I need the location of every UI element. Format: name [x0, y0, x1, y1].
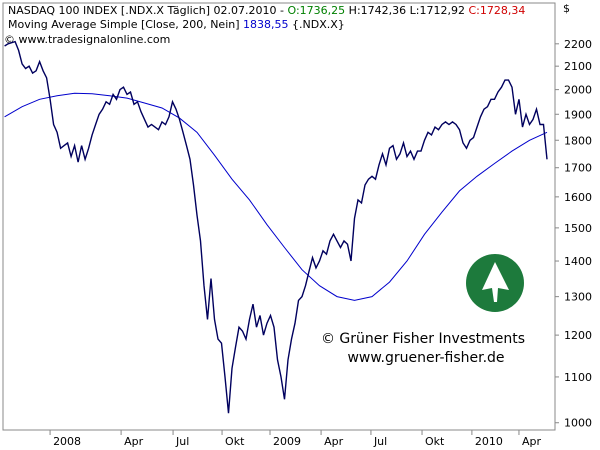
- y-tick-label: 1300: [564, 291, 592, 304]
- y-tick-label: 1500: [564, 222, 592, 235]
- x-tick-label: Apr: [124, 435, 144, 448]
- header-line-2: Moving Average Simple [Close, 200, Nein]…: [8, 18, 345, 31]
- x-tick-label: Okt: [425, 435, 445, 448]
- series-line: [4, 40, 548, 414]
- y-tick-label: 2000: [564, 84, 592, 97]
- y-tick-label: 1100: [564, 371, 592, 384]
- y-tick-label: 1600: [564, 191, 592, 204]
- x-tick-label: Apr: [324, 435, 344, 448]
- header-hl: H:1742,36 L:1712,92: [345, 4, 468, 17]
- x-tick-label: Okt: [225, 435, 245, 448]
- watermark-url: www.gruener-fisher.de: [347, 350, 504, 366]
- y-tick-label: 1000: [564, 417, 592, 430]
- header-open: O:1736,25: [288, 4, 346, 17]
- ma-text: Moving Average Simple [Close, 200, Nein]: [8, 18, 243, 31]
- plot-frame: [2, 2, 556, 431]
- y-tick-label: 2200: [564, 38, 592, 51]
- currency: $: [563, 2, 570, 15]
- x-tick-label: 2009: [273, 435, 301, 448]
- x-tick-label: 2008: [53, 435, 81, 448]
- y-tick-label: 2100: [564, 60, 592, 73]
- header-line-1: NASDAQ 100 INDEX [.NDX.X Täglich] 02.07.…: [8, 4, 525, 17]
- y-tick-label: 1200: [564, 329, 592, 342]
- y-tick-label: 1400: [564, 255, 592, 268]
- watermark: © Grüner Fisher Investments: [321, 331, 525, 347]
- ma-last: 1838,55: [243, 18, 289, 31]
- y-tick-label: 1800: [564, 134, 592, 147]
- header-text: NASDAQ 100 INDEX [.NDX.X Täglich] 02.07.…: [8, 4, 288, 17]
- x-tick-label: Jul: [373, 435, 387, 448]
- y-tick-label: 1700: [564, 162, 592, 175]
- header-close: C:1728,34: [468, 4, 525, 17]
- x-tick-label: Jul: [175, 435, 189, 448]
- x-tick-label: Apr: [522, 435, 542, 448]
- logo-tree: [482, 262, 509, 302]
- x-tick-label: 2010: [475, 435, 503, 448]
- ma-symbol: {.NDX.X}: [289, 18, 345, 31]
- y-tick-label: 1900: [564, 108, 592, 121]
- series-line: [4, 92, 548, 301]
- copyright: © www.tradesignalonline.com: [4, 33, 170, 46]
